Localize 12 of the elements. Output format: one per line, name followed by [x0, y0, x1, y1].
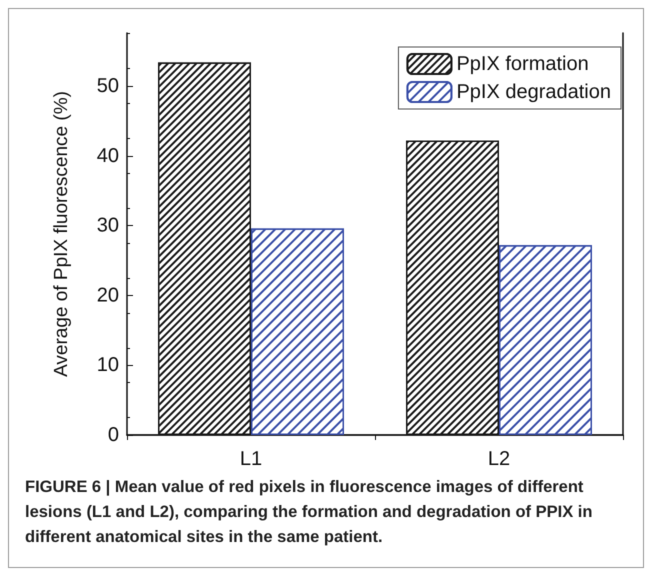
y-tick-label: 40 — [96, 144, 119, 167]
x-tick-label: L1 — [240, 448, 262, 470]
caption: FIGURE 6 | Mean value of red pixels in fluorescence images of different lesions (L1 and L2), comparing the formation and degradation of PPIX in different anatomical sites in the same patient. — [25, 477, 594, 548]
x-tick-label: L2 — [488, 448, 510, 470]
y-axis-title: Average of PpIX fluorescence (%) — [51, 91, 72, 377]
legend-label: PpIX formation — [456, 53, 589, 75]
y-tick-label: 20 — [96, 284, 119, 306]
y-tick-label: 50 — [96, 75, 119, 98]
y-tick-label: 0 — [108, 424, 119, 446]
y-tick-label: 10 — [96, 354, 119, 376]
legend-label: PpIX degradation — [456, 81, 611, 103]
y-tick-label: 30 — [96, 214, 119, 237]
